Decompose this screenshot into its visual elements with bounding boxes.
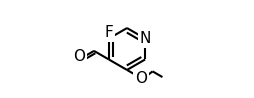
Text: O: O: [73, 49, 85, 64]
Text: F: F: [104, 25, 113, 40]
Text: O: O: [135, 71, 147, 86]
Text: N: N: [139, 31, 151, 46]
